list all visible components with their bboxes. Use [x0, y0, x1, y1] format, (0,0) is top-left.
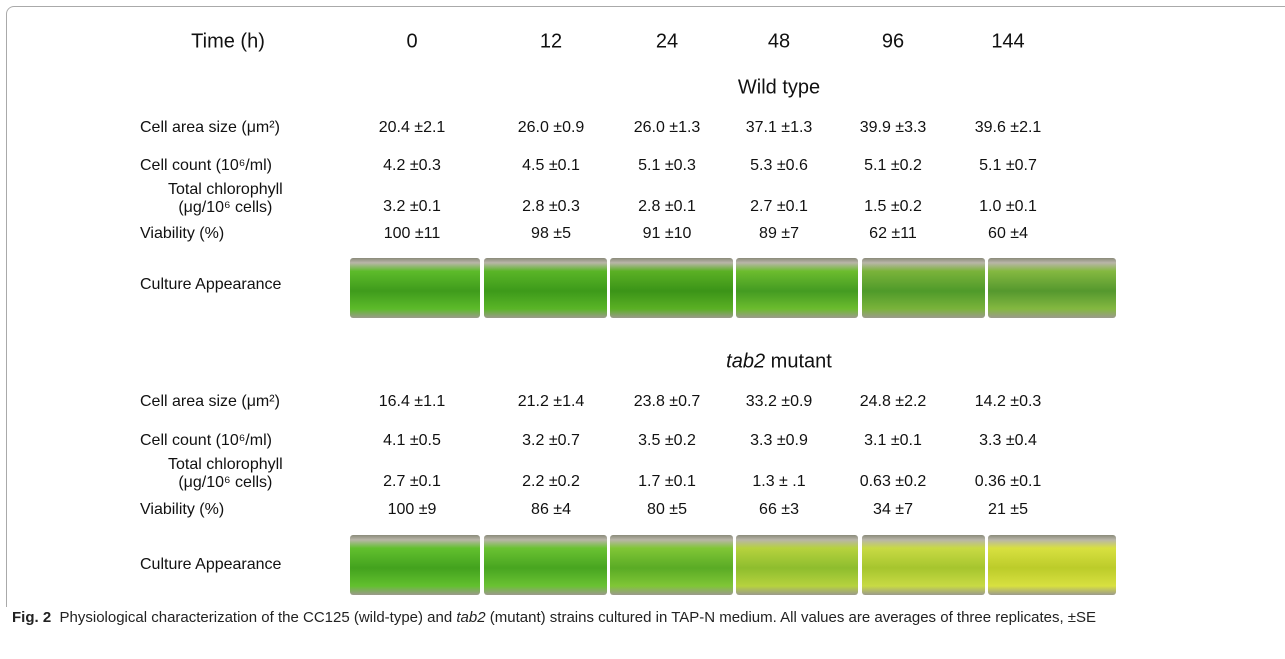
- row-label-line: Viability (%): [140, 225, 224, 243]
- row-label: Cell area size (μm²): [140, 119, 280, 137]
- culture-photo: [736, 535, 858, 595]
- cell-value: 39.6 ±2.1: [975, 119, 1042, 137]
- header-time: 96: [882, 31, 904, 54]
- cell-value: 24.8 ±2.2: [860, 393, 927, 411]
- cell-value: 21.2 ±1.4: [518, 393, 585, 411]
- cell-value: 91 ±10: [643, 225, 692, 243]
- section-title-part: mutant: [765, 351, 832, 373]
- cell-value: 2.2 ±0.2: [522, 473, 580, 491]
- cell-value: 3.3 ±0.9: [750, 432, 808, 450]
- cell-value: 3.2 ±0.1: [383, 198, 441, 216]
- culture-photo: [988, 258, 1116, 318]
- culture-photo: [988, 535, 1116, 595]
- header-time: 12: [540, 31, 562, 54]
- cell-value: 5.1 ±0.7: [979, 157, 1037, 175]
- culture-photo: [484, 535, 607, 595]
- cell-value: 4.1 ±0.5: [383, 432, 441, 450]
- cell-value: 33.2 ±0.9: [746, 393, 813, 411]
- cell-value: 37.1 ±1.3: [746, 119, 813, 137]
- cell-value: 3.3 ±0.4: [979, 432, 1037, 450]
- cell-value: 98 ±5: [531, 225, 571, 243]
- section-title-part: Wild type: [738, 77, 820, 99]
- cell-value: 5.3 ±0.6: [750, 157, 808, 175]
- cell-value: 66 ±3: [759, 501, 799, 519]
- cell-value: 0.63 ±0.2: [860, 473, 927, 491]
- cell-value: 100 ±9: [388, 501, 437, 519]
- cell-value: 14.2 ±0.3: [975, 393, 1042, 411]
- cell-value: 16.4 ±1.1: [379, 393, 446, 411]
- cell-value: 3.5 ±0.2: [638, 432, 696, 450]
- cell-value: 3.1 ±0.1: [864, 432, 922, 450]
- cell-value: 1.5 ±0.2: [864, 198, 922, 216]
- row-label: Culture Appearance: [140, 556, 281, 574]
- header-time: 24: [656, 31, 678, 54]
- cell-value: 80 ±5: [647, 501, 687, 519]
- culture-photo: [862, 535, 985, 595]
- section-title-part: tab2: [726, 351, 765, 373]
- cell-value: 89 ±7: [759, 225, 799, 243]
- section-title: tab2 mutant: [726, 351, 832, 374]
- row-label-line: Viability (%): [140, 501, 224, 519]
- cell-value: 0.36 ±0.1: [975, 473, 1042, 491]
- caption-text: Physiological characterization of the CC…: [60, 609, 1097, 626]
- cell-value: 5.1 ±0.2: [864, 157, 922, 175]
- section-title: Wild type: [738, 77, 820, 100]
- row-label: Cell count (10⁶/ml): [140, 157, 272, 175]
- culture-photo: [610, 258, 733, 318]
- cell-value: 86 ±4: [531, 501, 571, 519]
- cell-value: 21 ±5: [988, 501, 1028, 519]
- header-time: 0: [406, 31, 417, 54]
- culture-photo: [610, 535, 733, 595]
- cell-value: 100 ±11: [384, 225, 441, 243]
- header-time: 48: [768, 31, 790, 54]
- row-label-line: Cell count (10⁶/ml): [140, 157, 272, 175]
- cell-value: 26.0 ±1.3: [634, 119, 701, 137]
- culture-photo: [350, 535, 480, 595]
- row-label-line: (μg/10⁶ cells): [168, 199, 283, 217]
- row-label: Culture Appearance: [140, 276, 281, 294]
- row-label: Total chlorophyll(μg/10⁶ cells): [168, 456, 283, 492]
- caption-part: tab2: [456, 609, 485, 626]
- cell-value: 34 ±7: [873, 501, 913, 519]
- cell-value: 5.1 ±0.3: [638, 157, 696, 175]
- row-label-line: Cell area size (μm²): [140, 119, 280, 137]
- cell-value: 23.8 ±0.7: [634, 393, 701, 411]
- caption: Fig. 2 Physiological characterization of…: [12, 606, 1272, 630]
- cell-value: 2.8 ±0.1: [638, 198, 696, 216]
- culture-photo: [736, 258, 858, 318]
- cell-value: 1.3 ± .1: [752, 473, 805, 491]
- cell-value: 4.5 ±0.1: [522, 157, 580, 175]
- header-time: 144: [991, 31, 1024, 54]
- figure: Fig. 2 Physiological characterization of…: [0, 0, 1285, 659]
- culture-photo: [350, 258, 480, 318]
- row-label-line: Total chlorophyll: [168, 456, 283, 474]
- row-label: Cell count (10⁶/ml): [140, 432, 272, 450]
- row-label: Viability (%): [140, 501, 224, 519]
- cell-value: 2.8 ±0.3: [522, 198, 580, 216]
- culture-photo: [484, 258, 607, 318]
- cell-value: 1.0 ±0.1: [979, 198, 1037, 216]
- caption-part: (mutant) strains cultured in TAP-N mediu…: [486, 609, 1096, 626]
- caption-label: Fig. 2: [12, 609, 51, 626]
- row-label: Viability (%): [140, 225, 224, 243]
- cell-value: 2.7 ±0.1: [750, 198, 808, 216]
- row-label-line: Total chlorophyll: [168, 181, 283, 199]
- header-label: Time (h): [191, 31, 265, 54]
- cell-value: 3.2 ±0.7: [522, 432, 580, 450]
- cell-value: 26.0 ±0.9: [518, 119, 585, 137]
- row-label-line: (μg/10⁶ cells): [168, 474, 283, 492]
- cell-value: 1.7 ±0.1: [638, 473, 696, 491]
- row-label-line: Cell area size (μm²): [140, 393, 280, 411]
- cell-value: 2.7 ±0.1: [383, 473, 441, 491]
- row-label: Total chlorophyll(μg/10⁶ cells): [168, 181, 283, 217]
- culture-photo: [862, 258, 985, 318]
- caption-part: Physiological characterization of the CC…: [60, 609, 457, 626]
- row-label-line: Cell count (10⁶/ml): [140, 432, 272, 450]
- cell-value: 62 ±11: [869, 225, 917, 243]
- cell-value: 39.9 ±3.3: [860, 119, 927, 137]
- cell-value: 60 ±4: [988, 225, 1028, 243]
- cell-value: 20.4 ±2.1: [379, 119, 446, 137]
- row-label: Cell area size (μm²): [140, 393, 280, 411]
- cell-value: 4.2 ±0.3: [383, 157, 441, 175]
